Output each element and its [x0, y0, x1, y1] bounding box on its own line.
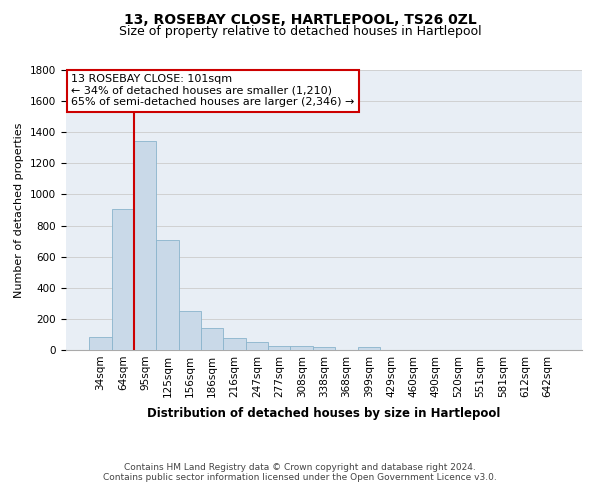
Bar [268, 346, 290, 350]
Y-axis label: Number of detached properties: Number of detached properties [14, 122, 25, 298]
Bar [223, 338, 246, 350]
Bar [201, 328, 223, 350]
Bar [179, 312, 201, 350]
Text: Contains public sector information licensed under the Open Government Licence v3: Contains public sector information licen… [103, 474, 497, 482]
Text: Distribution of detached houses by size in Hartlepool: Distribution of detached houses by size … [148, 408, 500, 420]
Text: Contains HM Land Registry data © Crown copyright and database right 2024.: Contains HM Land Registry data © Crown c… [124, 464, 476, 472]
Bar [290, 346, 313, 350]
Text: 13 ROSEBAY CLOSE: 101sqm
← 34% of detached houses are smaller (1,210)
65% of sem: 13 ROSEBAY CLOSE: 101sqm ← 34% of detach… [71, 74, 355, 108]
Text: Size of property relative to detached houses in Hartlepool: Size of property relative to detached ho… [119, 25, 481, 38]
Bar [134, 141, 157, 350]
Bar [157, 240, 179, 350]
Bar [89, 337, 112, 350]
Text: 13, ROSEBAY CLOSE, HARTLEPOOL, TS26 0ZL: 13, ROSEBAY CLOSE, HARTLEPOOL, TS26 0ZL [124, 12, 476, 26]
Bar [112, 209, 134, 350]
Bar [358, 347, 380, 350]
Bar [313, 347, 335, 350]
Bar [246, 342, 268, 350]
